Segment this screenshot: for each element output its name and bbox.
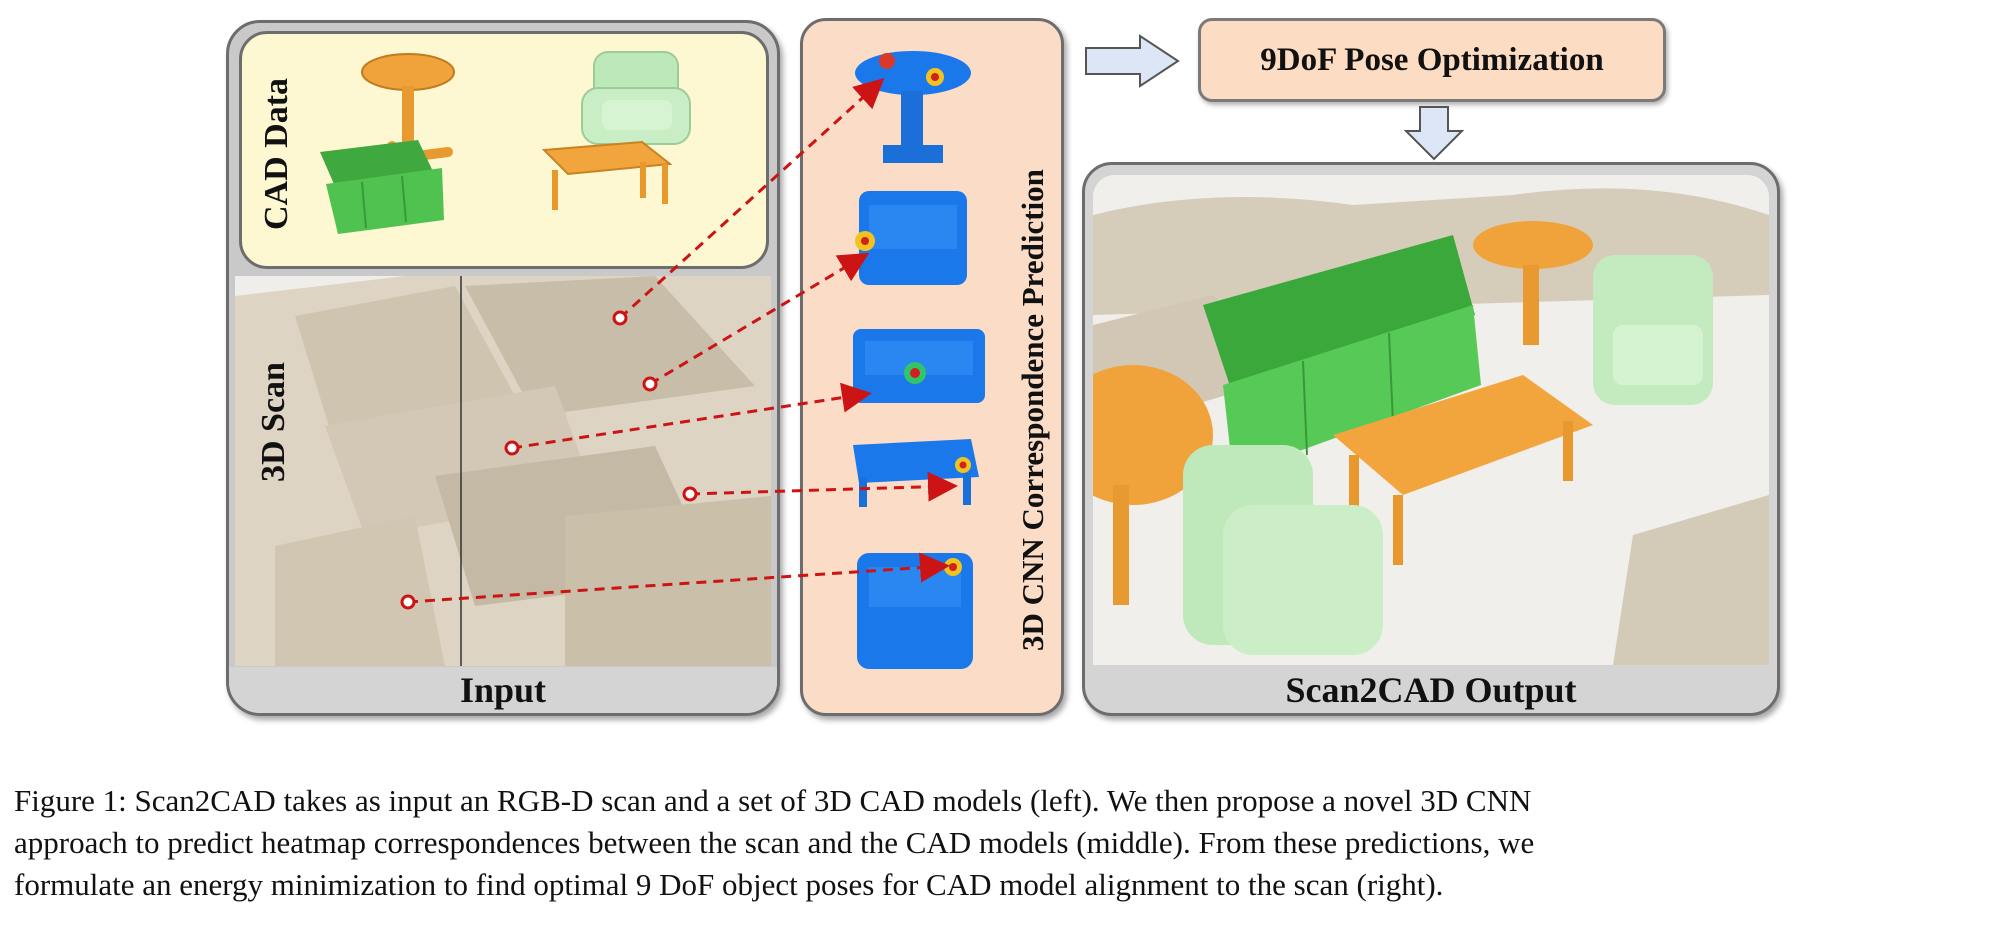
arrow-coffee-table <box>689 471 958 502</box>
caption-line: formulate an energy minimization to find… <box>14 867 1444 902</box>
scan-point-2 <box>642 376 658 392</box>
input-title: Input <box>229 667 777 713</box>
scan-illustration <box>235 276 771 666</box>
flow-arrow-down-icon <box>1404 106 1464 161</box>
heatmap-armchair-1 <box>855 191 967 285</box>
scan-point-4 <box>682 486 698 502</box>
cad-sofa <box>320 140 444 234</box>
cad-armchair <box>581 51 691 145</box>
scan-point-5 <box>400 594 416 610</box>
arrow-armchair-2 <box>407 552 950 604</box>
scan-point-3 <box>504 440 520 456</box>
cad-models-illustration <box>320 51 691 234</box>
aligned-scene-illustration <box>1093 175 1769 665</box>
arrow-table <box>618 77 885 320</box>
correspondence-panel: 3D CNN Correspondence Prediction <box>800 18 1064 716</box>
output-scene <box>1093 175 1769 665</box>
input-panel: CAD Data <box>226 20 780 716</box>
arrow-armchair <box>649 252 870 386</box>
cad-data-panel: CAD Data <box>239 31 769 269</box>
flow-arrow-right-icon <box>1085 34 1180 88</box>
output-title: Scan2CAD Output <box>1285 670 1577 710</box>
arrow-sofa <box>511 382 872 450</box>
heatmap-sofa <box>853 329 985 403</box>
heatmap-round-table <box>855 51 971 163</box>
figure-caption: Figure 1: Scan2CAD takes as input an RGB… <box>14 780 1994 906</box>
output-panel: Scan2CAD Output <box>1082 162 1780 716</box>
scan-point-1 <box>612 310 628 326</box>
cad-coffee-table <box>541 140 673 210</box>
pose-optimization-box: 9DoF Pose Optimization <box>1198 18 1666 102</box>
caption-line: approach to predict heatmap corresponden… <box>14 825 1535 860</box>
caption-line: Figure 1: Scan2CAD takes as input an RGB… <box>14 783 1532 818</box>
scan-view: 3D Scan <box>235 276 771 666</box>
